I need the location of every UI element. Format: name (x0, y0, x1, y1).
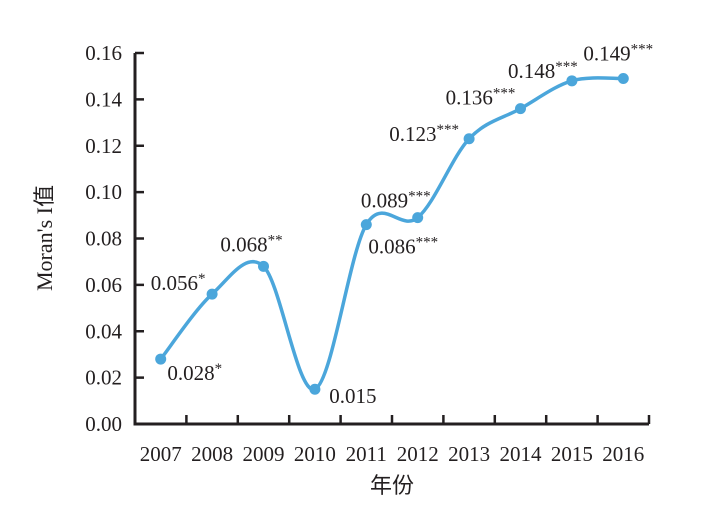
data-label-2008: 0.056* (151, 271, 206, 295)
x-tick-label-2013: 2013 (448, 442, 490, 466)
data-label-value: 0.136 (446, 86, 493, 110)
labels-layer: 0.028*0.056*0.068**0.0150.086***0.089***… (151, 42, 653, 409)
significance-asterisks: * (215, 361, 223, 377)
x-tick-label-2007: 2007 (140, 442, 182, 466)
data-point-2012 (412, 212, 424, 224)
x-tick-label-2011: 2011 (346, 442, 387, 466)
x-tick-label-2015: 2015 (551, 442, 593, 466)
x-tick-label-2010: 2010 (294, 442, 336, 466)
y-tick-label-0.10: 0.10 (85, 180, 122, 204)
data-label-2009: 0.068** (220, 232, 282, 256)
data-label-value: 0.015 (329, 384, 376, 408)
data-label-value: 0.068 (220, 232, 267, 256)
y-tick-label-0.02: 0.02 (85, 366, 122, 390)
data-point-2014 (515, 103, 526, 115)
significance-asterisks: *** (408, 189, 431, 205)
data-label-2014: 0.136*** (446, 86, 516, 110)
data-point-2008 (206, 288, 218, 300)
y-tick-label-0.04: 0.04 (85, 319, 122, 343)
y-tick-label-0.08: 0.08 (85, 227, 122, 251)
y-tick-label-0.00: 0.00 (85, 412, 122, 436)
y-tick-label-0.06: 0.06 (85, 273, 122, 297)
x-tick-label-2014: 2014 (500, 442, 543, 466)
data-label-value: 0.123 (389, 122, 436, 146)
data-label-value: 0.089 (361, 189, 408, 213)
y-axis-title: Moran's I值 (32, 185, 57, 291)
significance-asterisks: *** (493, 86, 516, 102)
data-label-2013: 0.123*** (389, 122, 459, 146)
data-label-2012: 0.089*** (361, 189, 431, 213)
x-tick-label-2008: 2008 (191, 442, 233, 466)
significance-asterisks: *** (436, 122, 459, 138)
data-label-value: 0.056 (151, 271, 198, 295)
data-point-2013 (463, 133, 475, 145)
data-point-2007 (155, 353, 167, 365)
y-tick-label-0.16: 0.16 (85, 41, 122, 65)
data-label-2007: 0.028* (167, 361, 222, 385)
significance-asterisks: *** (416, 235, 439, 251)
data-point-2011 (360, 219, 372, 231)
data-label-2011: 0.086*** (368, 235, 438, 259)
x-tick-label-2012: 2012 (397, 442, 439, 466)
significance-asterisks: ** (268, 232, 283, 248)
significance-asterisks: *** (631, 42, 654, 58)
x-axis-title: 年份 (370, 473, 414, 498)
data-label-2015: 0.148*** (508, 59, 578, 83)
data-point-2009 (258, 260, 269, 272)
data-label-value: 0.028 (167, 361, 214, 385)
significance-asterisks: * (198, 271, 206, 287)
data-label-2016: 0.149*** (583, 42, 653, 66)
series-layer (155, 73, 629, 395)
significance-asterisks: *** (555, 59, 578, 75)
axes-layer: 0.00 0.02 0.04 0.06 0.08 0.10 0.12 0.14 0.16 2007… (85, 41, 651, 466)
y-tick-label-0.12: 0.12 (85, 134, 122, 158)
data-point-2015 (566, 75, 578, 87)
data-label-value: 0.149 (583, 42, 630, 66)
data-label-value: 0.086 (368, 235, 415, 259)
data-label-2010: 0.015 (329, 384, 376, 408)
y-tick-label-0.14: 0.14 (85, 87, 122, 111)
x-tick-label-2009: 2009 (243, 442, 285, 466)
data-label-value: 0.148 (508, 59, 555, 83)
data-point-2010 (309, 383, 321, 395)
data-point-2016 (617, 73, 629, 85)
x-tick-label-2016: 2016 (602, 442, 644, 466)
